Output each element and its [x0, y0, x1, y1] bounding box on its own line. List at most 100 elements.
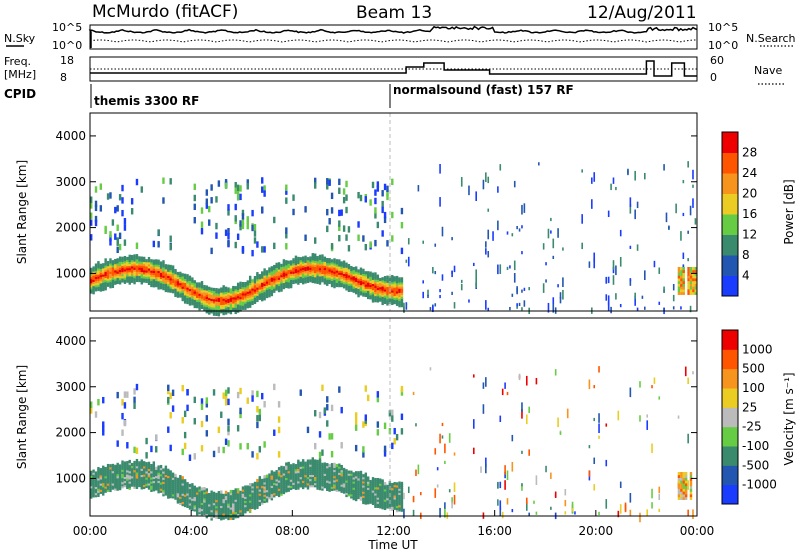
data-cell [193, 504, 196, 508]
data-cell [109, 472, 112, 476]
data-cell [114, 483, 117, 487]
data-cell [227, 504, 230, 508]
data-cell [195, 499, 199, 503]
data-cell [157, 278, 160, 282]
data-cell [147, 277, 151, 281]
data-cell [174, 484, 177, 488]
data-cell [236, 305, 240, 309]
data-cell [347, 278, 351, 282]
data-cell [335, 283, 339, 288]
data-cell [381, 293, 384, 297]
data-cell [393, 280, 396, 284]
data-cell [354, 475, 358, 479]
data-cell [309, 266, 312, 270]
data-cell [200, 295, 204, 299]
data-cell [263, 297, 266, 301]
data-cell [183, 431, 187, 439]
data-cell [521, 251, 523, 255]
data-cell [104, 487, 107, 491]
data-cell [133, 465, 136, 469]
data-cell [176, 477, 180, 481]
colorbar-tick-label: 500 [742, 362, 765, 376]
data-cell [277, 471, 281, 475]
data-cell [126, 475, 129, 479]
data-cell [121, 472, 124, 477]
data-cell [171, 265, 175, 269]
data-cell [116, 471, 119, 475]
data-cell [552, 255, 555, 260]
data-cell [145, 476, 148, 480]
data-cell [222, 510, 225, 514]
data-cell [352, 492, 355, 497]
data-cell [434, 270, 437, 275]
data-cell [342, 480, 346, 484]
data-cell [354, 481, 358, 485]
data-cell [629, 204, 632, 214]
data-cell [244, 300, 247, 304]
data-cell [328, 260, 331, 264]
data-cell [335, 279, 339, 283]
data-cell [251, 285, 254, 289]
data-cell [268, 269, 271, 273]
data-cell [99, 486, 103, 490]
data-cell [94, 473, 98, 477]
data-cell [304, 265, 307, 270]
data-cell [181, 496, 184, 500]
data-cell [400, 207, 404, 215]
data-cell [220, 513, 223, 517]
data-cell [333, 483, 336, 487]
data-cell [333, 280, 336, 285]
data-cell [246, 497, 249, 501]
data-cell [109, 264, 112, 268]
data-cell [138, 278, 141, 283]
data-cell [371, 293, 375, 297]
data-cell [102, 488, 105, 492]
data-cell [147, 269, 151, 273]
data-cell [263, 246, 266, 253]
data-cell [208, 303, 211, 307]
data-cell [270, 268, 274, 272]
data-cell [248, 483, 252, 487]
data-cell [374, 290, 377, 295]
data-cell [374, 212, 377, 219]
data-cell [224, 288, 228, 292]
data-cell [347, 268, 351, 272]
data-cell [400, 494, 404, 498]
data-cell [369, 275, 372, 279]
data-cell [138, 465, 141, 469]
data-cell [167, 287, 170, 291]
data-cell [306, 469, 310, 474]
data-cell [350, 268, 353, 272]
data-cell [157, 286, 160, 290]
data-cell [256, 278, 259, 282]
data-cell [265, 284, 269, 288]
data-cell [188, 298, 192, 302]
data-cell [229, 292, 233, 296]
data-cell [246, 493, 249, 497]
data-cell [200, 403, 204, 410]
data-cell [171, 491, 175, 495]
data-cell [521, 409, 523, 419]
data-cell [227, 301, 230, 306]
data-cell [246, 294, 249, 298]
data-cell [97, 487, 100, 491]
data-cell [256, 487, 259, 491]
data-cell [335, 484, 339, 488]
data-cell [280, 488, 283, 492]
data-cell [246, 489, 249, 493]
data-cell [328, 486, 331, 490]
data-cell [171, 489, 175, 493]
data-cell [138, 479, 141, 484]
data-cell [309, 260, 312, 264]
data-cell [212, 287, 216, 292]
data-cell [99, 478, 103, 482]
data-cell [248, 485, 252, 489]
data-cell [311, 253, 315, 257]
data-cell [152, 469, 156, 473]
data-cell [183, 273, 187, 277]
data-cell [99, 263, 103, 267]
data-cell [265, 292, 269, 297]
data-cell [509, 265, 511, 269]
data-cell [109, 234, 112, 242]
data-cell [342, 262, 346, 266]
